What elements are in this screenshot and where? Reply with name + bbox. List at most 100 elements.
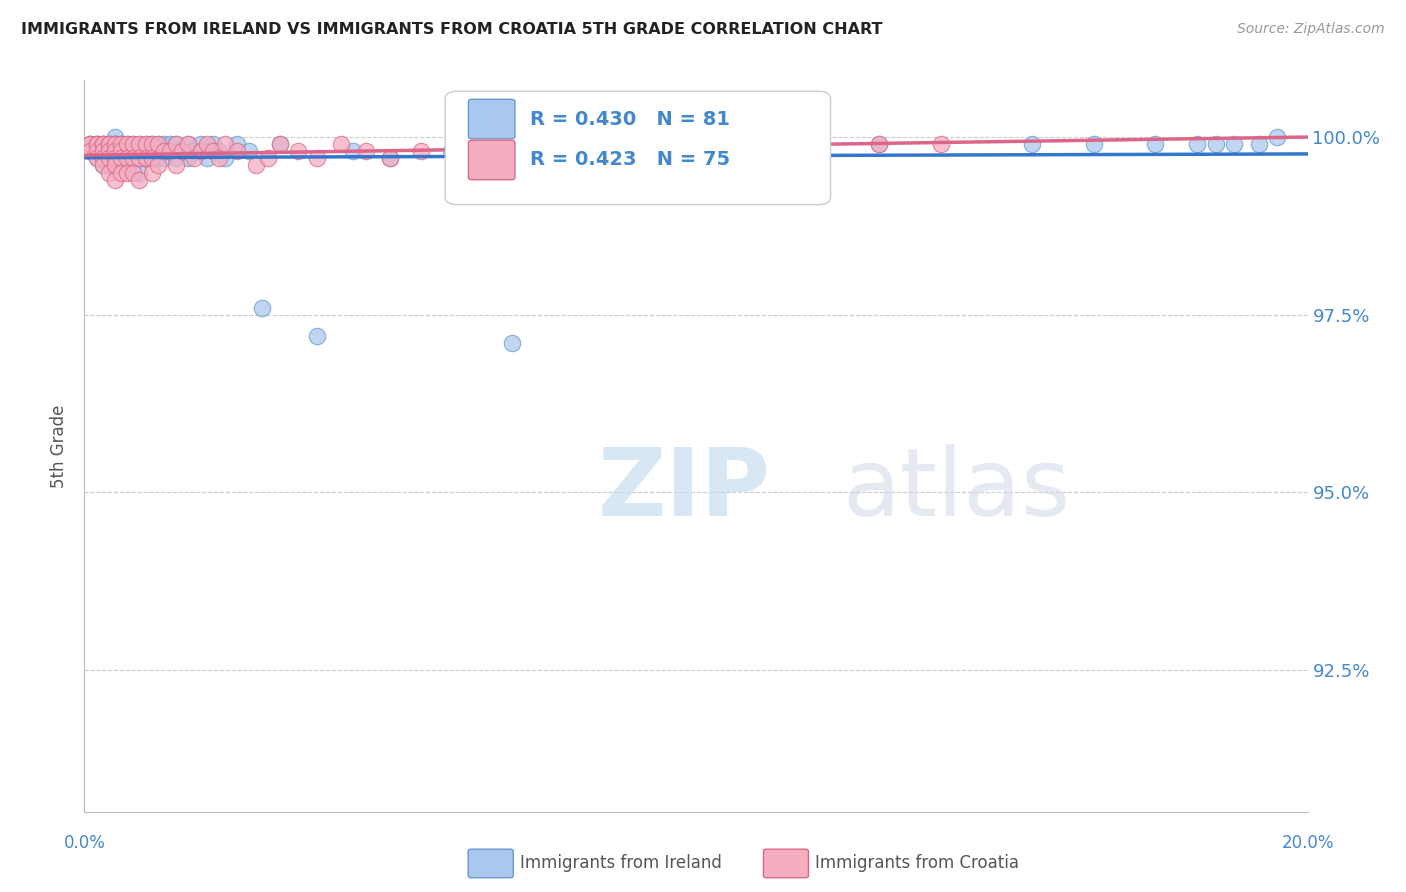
Point — [440, 145, 463, 159]
Point — [97, 159, 120, 173]
Point — [104, 159, 127, 173]
Point — [91, 137, 114, 152]
Point — [135, 137, 157, 152]
Y-axis label: 5th Grade: 5th Grade — [51, 404, 69, 488]
Point — [128, 172, 150, 186]
Point — [91, 137, 114, 152]
Point — [86, 152, 108, 166]
Point — [110, 145, 132, 159]
Point — [135, 137, 157, 152]
Point — [165, 137, 187, 152]
Point — [128, 145, 150, 159]
Point — [97, 137, 120, 152]
Text: ZIP: ZIP — [598, 444, 770, 536]
Point — [226, 145, 249, 159]
Text: 0.0%: 0.0% — [63, 834, 105, 852]
Point — [1205, 137, 1227, 152]
Point — [502, 336, 524, 351]
Point — [172, 145, 194, 159]
Point — [122, 152, 145, 166]
Point — [128, 165, 150, 179]
Point — [97, 137, 120, 152]
Point — [122, 165, 145, 179]
Point — [190, 145, 212, 159]
Point — [1021, 137, 1043, 152]
Point — [287, 145, 309, 159]
Point — [104, 159, 127, 173]
Point — [115, 137, 138, 152]
Point — [122, 137, 145, 152]
Point — [115, 159, 138, 173]
Point — [330, 137, 353, 152]
Point — [354, 145, 377, 159]
Point — [97, 145, 120, 159]
Text: R = 0.430   N = 81: R = 0.430 N = 81 — [530, 110, 730, 128]
Point — [159, 145, 181, 159]
Point — [257, 152, 280, 166]
Point — [190, 137, 212, 152]
Point — [165, 137, 187, 152]
Point — [177, 137, 200, 152]
Point — [502, 145, 524, 159]
Point — [183, 145, 205, 159]
Point — [165, 159, 187, 173]
Point — [195, 152, 218, 166]
Point — [305, 329, 328, 343]
Point — [91, 159, 114, 173]
Point — [146, 137, 169, 152]
Point — [172, 145, 194, 159]
Point — [128, 152, 150, 166]
Point — [550, 137, 572, 152]
Point — [869, 137, 891, 152]
Point — [245, 159, 267, 173]
Point — [91, 145, 114, 159]
Text: Immigrants from Croatia: Immigrants from Croatia — [815, 855, 1019, 872]
Point — [776, 145, 799, 159]
Point — [104, 137, 127, 152]
Point — [159, 137, 181, 152]
Point — [91, 137, 114, 152]
Point — [104, 130, 127, 145]
Point — [91, 152, 114, 166]
Point — [195, 137, 218, 152]
Point — [177, 152, 200, 166]
Point — [135, 152, 157, 166]
Point — [110, 137, 132, 152]
Point — [110, 137, 132, 152]
Point — [104, 172, 127, 186]
Point — [1187, 137, 1209, 152]
Point — [869, 137, 891, 152]
Point — [97, 165, 120, 179]
Point — [807, 137, 830, 152]
Point — [91, 159, 114, 173]
Point — [146, 159, 169, 173]
Point — [91, 152, 114, 166]
Point — [110, 152, 132, 166]
Point — [104, 145, 127, 159]
Point — [86, 152, 108, 166]
Point — [79, 145, 101, 159]
Point — [153, 137, 176, 152]
Point — [250, 301, 273, 315]
FancyBboxPatch shape — [468, 99, 515, 139]
Point — [141, 137, 163, 152]
Point — [453, 137, 475, 152]
Point — [146, 152, 169, 166]
Point — [97, 137, 120, 152]
Point — [86, 145, 108, 159]
Point — [654, 137, 676, 152]
Point — [122, 145, 145, 159]
Text: 20.0%: 20.0% — [1281, 834, 1334, 852]
Point — [269, 137, 291, 152]
Point — [110, 152, 132, 166]
Point — [1083, 137, 1105, 152]
Point — [1265, 130, 1288, 145]
Point — [128, 137, 150, 152]
Point — [177, 137, 200, 152]
Point — [91, 137, 114, 152]
Point — [269, 137, 291, 152]
Point — [79, 137, 101, 152]
Point — [929, 137, 952, 152]
Text: R = 0.423   N = 75: R = 0.423 N = 75 — [530, 150, 730, 169]
Point — [201, 145, 224, 159]
